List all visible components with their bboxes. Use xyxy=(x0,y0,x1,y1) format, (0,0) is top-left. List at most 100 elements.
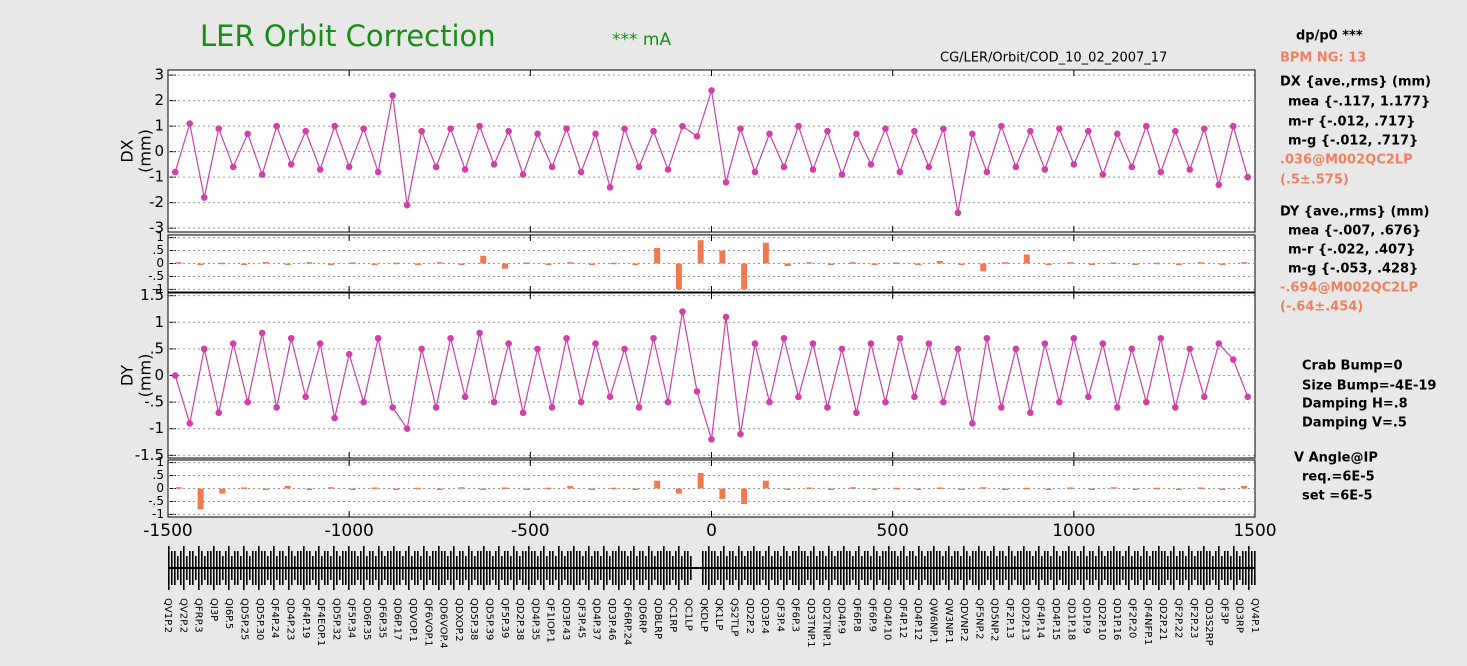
bpm-point xyxy=(809,340,817,347)
corrector-bar xyxy=(415,263,422,265)
magnet xyxy=(966,551,968,585)
magnet xyxy=(354,551,356,585)
magnet xyxy=(468,546,470,590)
magnet xyxy=(1215,551,1217,585)
magnet xyxy=(273,546,275,590)
magnet xyxy=(360,551,362,585)
bpm-point xyxy=(766,398,773,406)
magnet xyxy=(1218,546,1220,590)
corrector-bar xyxy=(632,263,639,266)
magnet xyxy=(828,546,830,590)
corrector-bar xyxy=(1197,262,1204,264)
magnet xyxy=(300,551,302,585)
magnet xyxy=(1059,556,1061,580)
magnet xyxy=(387,551,389,585)
bpm-point xyxy=(1171,404,1179,411)
magnet xyxy=(309,551,311,585)
bpm-point xyxy=(751,168,759,176)
magnet xyxy=(1068,546,1070,590)
bpm-point xyxy=(1215,181,1223,189)
magnet xyxy=(372,551,374,585)
magnet xyxy=(1005,556,1007,580)
corrector-bar xyxy=(1132,488,1139,490)
magnet xyxy=(1113,546,1115,590)
bpm-point xyxy=(838,345,846,353)
magnet xyxy=(1116,551,1118,585)
magnet xyxy=(573,546,575,590)
corrector-bar xyxy=(741,263,748,290)
bpm-point xyxy=(287,334,295,342)
bpm-point xyxy=(722,178,730,186)
magnet xyxy=(195,556,197,580)
magnet xyxy=(225,551,227,585)
bpm-point xyxy=(1099,171,1107,178)
corrector-bar xyxy=(501,263,508,269)
element-label: QD6VOP.4 xyxy=(438,598,449,648)
magnet xyxy=(933,546,935,590)
magnet xyxy=(414,551,416,585)
bpm-point xyxy=(1128,163,1136,171)
bpm-point xyxy=(911,393,918,401)
magnet xyxy=(426,551,428,585)
magnet xyxy=(636,556,638,580)
bpm-point xyxy=(795,122,802,130)
magnet xyxy=(1203,546,1205,590)
plot-area xyxy=(167,292,1256,459)
bpm-point xyxy=(200,194,208,201)
corrector-bar xyxy=(393,262,400,265)
element-label: QD4P.9 xyxy=(836,598,847,634)
element-label: QD5P.32 xyxy=(330,598,341,640)
corrector-bar xyxy=(175,487,182,489)
y-tick-label: -3 xyxy=(149,219,164,237)
corrector-bar xyxy=(1110,487,1117,489)
element-label: QI6P.5 xyxy=(223,598,234,629)
magnet xyxy=(357,556,359,580)
magnet xyxy=(1242,551,1244,585)
magnet xyxy=(174,551,176,585)
magnet xyxy=(207,551,209,585)
element-label: QF2P.20 xyxy=(1127,598,1138,638)
magnet xyxy=(1155,551,1157,585)
magnet xyxy=(615,551,617,585)
magnet xyxy=(987,556,989,580)
magnet xyxy=(612,551,614,585)
element-label: QF2P.13 xyxy=(1004,598,1015,638)
bpm-point xyxy=(606,184,614,191)
element-label: QD2P.2 xyxy=(744,598,755,634)
corrector-bar xyxy=(219,488,226,494)
element-label: QF2P.22 xyxy=(1172,598,1183,638)
bpm-point xyxy=(766,130,773,138)
magnet xyxy=(1011,551,1013,585)
magnet xyxy=(858,546,860,590)
side-info: V Angle@IP xyxy=(1294,451,1378,466)
magnet xyxy=(654,556,656,580)
bpm-point xyxy=(896,334,904,342)
magnet xyxy=(396,551,398,585)
element-label: QD3RP xyxy=(1234,598,1245,633)
magnet xyxy=(1140,556,1142,580)
corrector-bar xyxy=(806,262,813,264)
magnet xyxy=(390,551,392,585)
magnet xyxy=(645,556,647,580)
element-label: QD5P.39 xyxy=(484,598,495,640)
magnet xyxy=(816,556,818,580)
corrector-bar xyxy=(480,488,487,490)
magnet xyxy=(579,551,581,585)
magnet xyxy=(1197,551,1199,585)
corrector-bar xyxy=(1175,263,1182,265)
corrector-bar xyxy=(936,487,943,489)
magnet xyxy=(552,551,554,585)
corrector-bar xyxy=(436,262,443,264)
element-label: QD1P.18 xyxy=(1065,598,1076,640)
y-tick-label: 1 xyxy=(154,313,164,331)
y-tick-label: -1 xyxy=(152,507,164,521)
magnet xyxy=(819,551,821,585)
corrector-bar xyxy=(784,488,791,490)
magnet xyxy=(564,556,566,580)
bpm-point xyxy=(563,125,570,132)
magnet xyxy=(291,551,293,585)
bpm-point xyxy=(708,87,715,94)
magnet xyxy=(834,556,836,580)
magnet xyxy=(213,546,215,590)
magnet xyxy=(1185,556,1187,580)
